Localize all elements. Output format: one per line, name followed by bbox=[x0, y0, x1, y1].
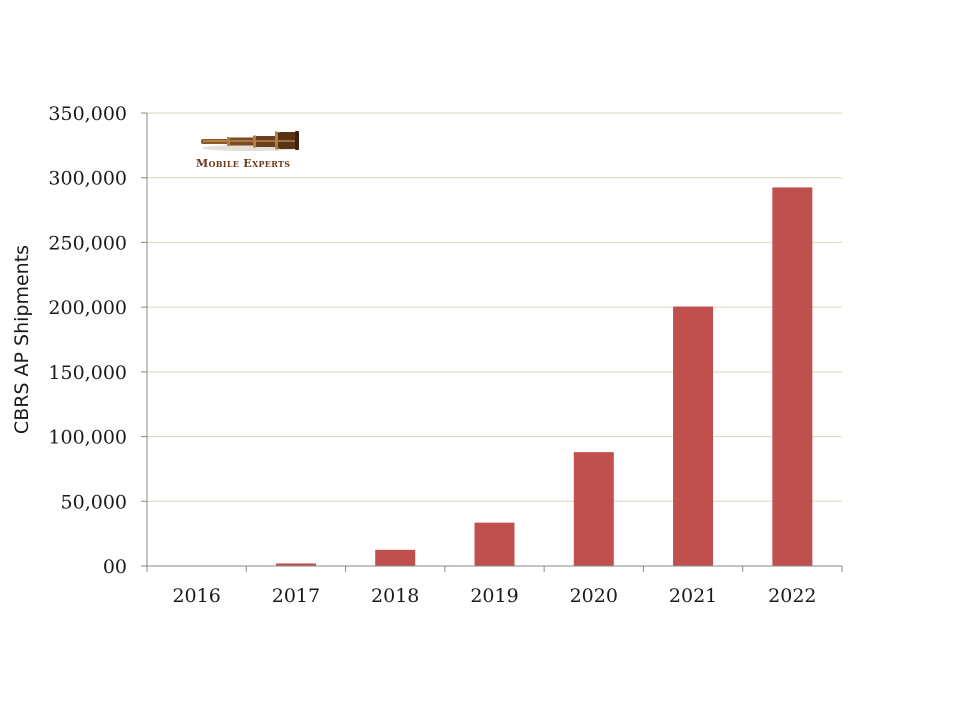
logo-text: Mobile Experts bbox=[196, 157, 290, 170]
bars bbox=[275, 187, 813, 566]
y-tick-labels: 00 50,000 100,000 150,000 200,000 250,000 300,… bbox=[48, 103, 147, 578]
y-tick-label: 00 bbox=[103, 556, 127, 578]
bar-2022 bbox=[772, 187, 813, 566]
bar-2018 bbox=[375, 549, 416, 566]
y-tick-label: 200,000 bbox=[48, 297, 127, 319]
x-tick-label: 2021 bbox=[669, 585, 717, 607]
axes bbox=[146, 113, 842, 567]
bar-2020 bbox=[573, 452, 614, 566]
bar-2019 bbox=[474, 522, 515, 566]
gridlines bbox=[147, 112, 842, 502]
y-tick-label: 150,000 bbox=[48, 362, 127, 384]
y-tick-label: 50,000 bbox=[61, 491, 127, 513]
x-tick-label: 2017 bbox=[272, 585, 320, 607]
x-tick-label: 2016 bbox=[172, 585, 220, 607]
x-tick-label: 2022 bbox=[768, 585, 816, 607]
x-tick-label: 2020 bbox=[570, 585, 618, 607]
y-axis-title: CBRS AP Shipments bbox=[11, 245, 33, 434]
bar-2021 bbox=[673, 306, 714, 566]
x-tick-label: 2019 bbox=[470, 585, 518, 607]
x-tick-labels: 2016 2017 2018 2019 2020 2021 2022 bbox=[146, 566, 843, 607]
y-tick-label: 250,000 bbox=[48, 232, 127, 254]
y-tick-label: 300,000 bbox=[48, 168, 127, 190]
bar-2017 bbox=[275, 563, 316, 566]
x-tick-label: 2018 bbox=[371, 585, 419, 607]
y-tick-label: 350,000 bbox=[48, 103, 127, 125]
telescope-icon bbox=[201, 131, 299, 151]
y-tick-label: 100,000 bbox=[48, 427, 127, 449]
mobile-experts-logo: Mobile Experts bbox=[196, 131, 299, 170]
